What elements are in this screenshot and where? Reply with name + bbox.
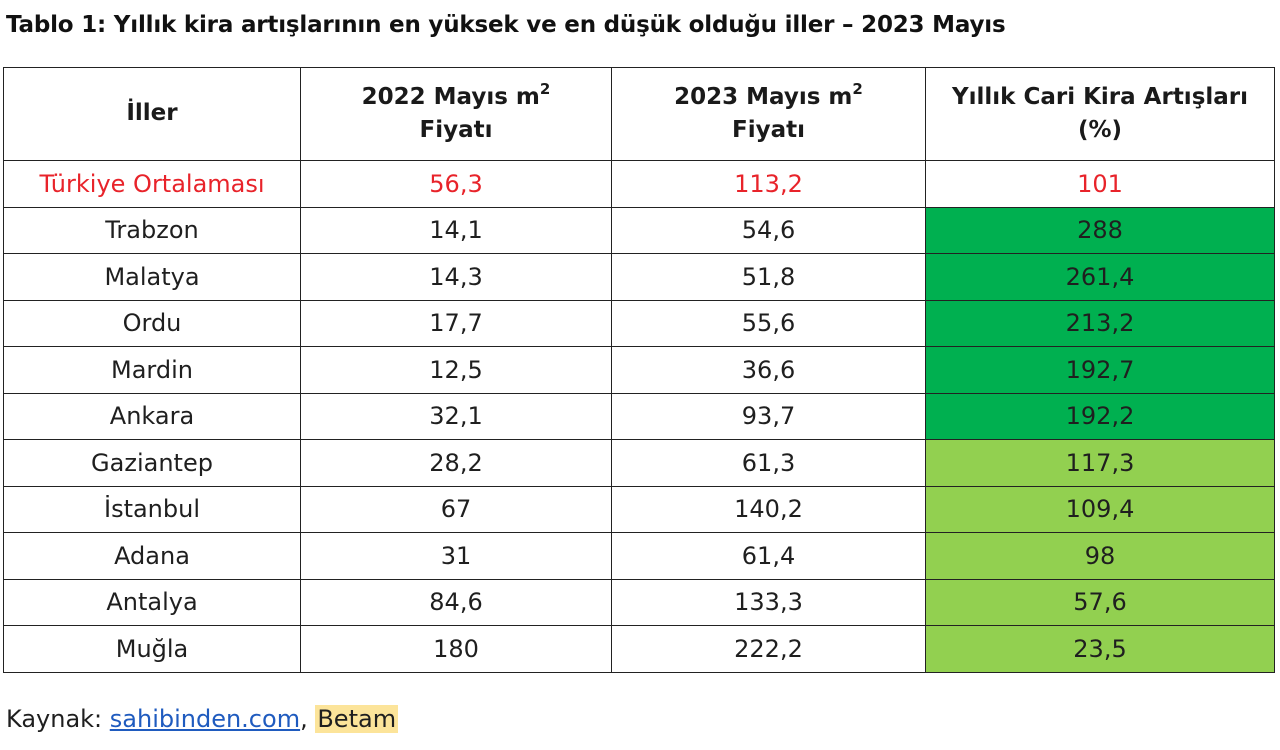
- cell-city: Adana: [3, 532, 301, 580]
- cell-city: Türkiye Ortalaması: [3, 160, 301, 208]
- cell-increase: 23,5: [925, 625, 1275, 673]
- table-title: Tablo 1: Yıllık kira artışlarının en yük…: [6, 12, 1006, 38]
- cell-city: Ordu: [3, 299, 301, 347]
- cell-price-2023: 93,7: [611, 392, 926, 440]
- cell-price-2022: 31: [300, 532, 612, 580]
- cell-increase: 98: [925, 532, 1275, 580]
- table-row: Muğla 180 222,2 23,5: [3, 625, 1275, 673]
- source-separator: ,: [300, 705, 316, 733]
- cell-price-2023: 113,2: [611, 160, 926, 208]
- cell-price-2023: 61,3: [611, 439, 926, 487]
- table-row: Ankara 32,1 93,7 192,2: [3, 392, 1275, 440]
- cell-price-2023: 140,2: [611, 485, 926, 533]
- cell-price-2022: 56,3: [300, 160, 612, 208]
- cell-price-2023: 51,8: [611, 253, 926, 301]
- cell-city: Trabzon: [3, 206, 301, 254]
- header-2023-price: 2023 Mayıs m2 Fiyatı: [611, 67, 926, 161]
- cell-price-2023: 36,6: [611, 346, 926, 394]
- cell-city: Antalya: [3, 578, 301, 626]
- cell-city: Malatya: [3, 253, 301, 301]
- cell-city: Muğla: [3, 625, 301, 673]
- cell-city: Gaziantep: [3, 439, 301, 487]
- cell-increase: 261,4: [925, 253, 1275, 301]
- cell-increase: 288: [925, 206, 1275, 254]
- cell-price-2023: 55,6: [611, 299, 926, 347]
- source-prefix: Kaynak:: [6, 705, 110, 733]
- cell-price-2022: 12,5: [300, 346, 612, 394]
- source-line: Kaynak: sahibinden.com, Betam: [6, 705, 399, 733]
- cell-price-2022: 32,1: [300, 392, 612, 440]
- cell-price-2022: 14,3: [300, 253, 612, 301]
- cell-price-2022: 28,2: [300, 439, 612, 487]
- header-2022-price: 2022 Mayıs m2 Fiyatı: [300, 67, 612, 161]
- table-row: Malatya 14,3 51,8 261,4: [3, 253, 1275, 301]
- table-row: Antalya 84,6 133,3 57,6: [3, 578, 1275, 626]
- cell-increase: 213,2: [925, 299, 1275, 347]
- table-row: Adana 31 61,4 98: [3, 532, 1275, 580]
- rent-increase-table: İller 2022 Mayıs m2 Fiyatı 2023 Mayıs m2…: [3, 67, 1275, 673]
- cell-price-2023: 133,3: [611, 578, 926, 626]
- source-org: Betam: [315, 705, 399, 733]
- table-row: Trabzon 14,1 54,6 288: [3, 206, 1275, 254]
- table-row: İstanbul 67 140,2 109,4: [3, 485, 1275, 533]
- cell-city: İstanbul: [3, 485, 301, 533]
- cell-increase: 117,3: [925, 439, 1275, 487]
- cell-increase: 101: [925, 160, 1275, 208]
- cell-price-2022: 17,7: [300, 299, 612, 347]
- cell-city: Mardin: [3, 346, 301, 394]
- cell-price-2022: 67: [300, 485, 612, 533]
- table-header-row: İller 2022 Mayıs m2 Fiyatı 2023 Mayıs m2…: [3, 67, 1275, 161]
- cell-increase: 192,2: [925, 392, 1275, 440]
- cell-price-2023: 54,6: [611, 206, 926, 254]
- header-annual-increase: Yıllık Cari Kira Artışları (%): [925, 67, 1275, 161]
- cell-price-2022: 180: [300, 625, 612, 673]
- cell-increase: 192,7: [925, 346, 1275, 394]
- cell-price-2022: 14,1: [300, 206, 612, 254]
- source-link[interactable]: sahibinden.com: [109, 705, 301, 733]
- cell-price-2022: 84,6: [300, 578, 612, 626]
- cell-price-2023: 61,4: [611, 532, 926, 580]
- cell-price-2023: 222,2: [611, 625, 926, 673]
- cell-increase: 109,4: [925, 485, 1275, 533]
- cell-increase: 57,6: [925, 578, 1275, 626]
- table-row: Ordu 17,7 55,6 213,2: [3, 299, 1275, 347]
- table-row: Gaziantep 28,2 61,3 117,3: [3, 439, 1275, 487]
- table-row: Mardin 12,5 36,6 192,7: [3, 346, 1275, 394]
- table-row-turkey-average: Türkiye Ortalaması 56,3 113,2 101: [3, 160, 1275, 208]
- cell-city: Ankara: [3, 392, 301, 440]
- header-provinces: İller: [3, 67, 301, 161]
